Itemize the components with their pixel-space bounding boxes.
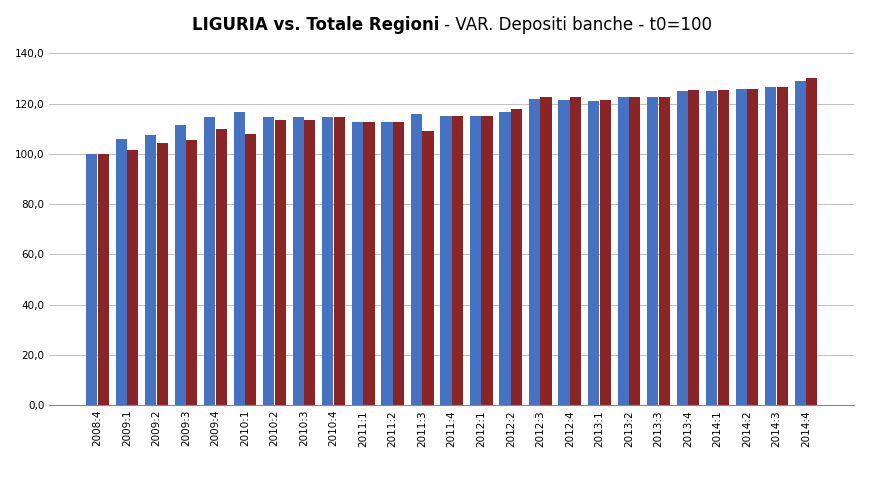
Text: LIGURIA vs. Totale Regioni: LIGURIA vs. Totale Regioni xyxy=(191,16,439,34)
Bar xyxy=(736,88,746,405)
Bar xyxy=(481,116,493,405)
Bar xyxy=(600,100,611,405)
Bar xyxy=(422,131,434,405)
Bar xyxy=(97,154,109,405)
Bar xyxy=(794,81,806,405)
Bar xyxy=(718,90,729,405)
Bar xyxy=(381,122,393,405)
Bar xyxy=(204,117,216,405)
Bar xyxy=(293,117,304,405)
Bar xyxy=(706,91,717,405)
Bar xyxy=(747,88,759,405)
Bar xyxy=(470,116,481,405)
Bar xyxy=(588,101,600,405)
Bar xyxy=(86,154,97,405)
Bar xyxy=(352,122,363,405)
Bar xyxy=(452,116,463,405)
Bar xyxy=(156,142,168,405)
Bar xyxy=(263,117,275,405)
Bar xyxy=(275,120,286,405)
Bar xyxy=(511,109,522,405)
Bar xyxy=(500,112,511,405)
Bar xyxy=(234,112,245,405)
Bar xyxy=(777,87,788,405)
Bar xyxy=(529,99,541,405)
Bar xyxy=(411,113,422,405)
Bar xyxy=(322,117,334,405)
Bar xyxy=(116,139,127,405)
Bar xyxy=(766,87,776,405)
Bar xyxy=(216,129,227,405)
Bar xyxy=(618,97,629,405)
Bar xyxy=(570,97,581,405)
Bar xyxy=(441,116,452,405)
Bar xyxy=(175,125,186,405)
Text: - VAR. Depositi banche - t0=100: - VAR. Depositi banche - t0=100 xyxy=(439,16,712,34)
Bar xyxy=(629,97,640,405)
Bar xyxy=(806,79,818,405)
Bar xyxy=(559,100,570,405)
Bar xyxy=(688,90,700,405)
Bar xyxy=(393,122,404,405)
Bar xyxy=(334,117,345,405)
Bar xyxy=(677,91,687,405)
Bar xyxy=(245,134,256,405)
Bar xyxy=(145,135,156,405)
Bar xyxy=(127,150,138,405)
Bar xyxy=(647,97,659,405)
Bar xyxy=(304,120,315,405)
Bar xyxy=(541,97,552,405)
Bar xyxy=(659,97,670,405)
Bar xyxy=(363,122,375,405)
Bar xyxy=(186,140,197,405)
